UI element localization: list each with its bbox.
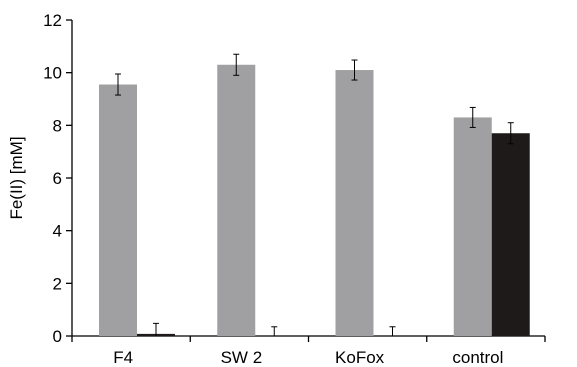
- y-tick-label: 0: [53, 327, 62, 346]
- bar: [453, 117, 492, 336]
- y-tick-label: 6: [53, 169, 62, 188]
- y-tick-label: 8: [53, 116, 62, 135]
- x-tick-label: F4: [113, 348, 133, 367]
- x-tick-label: SW 2: [221, 348, 263, 367]
- y-axis: 0 2 4 6 8 10 12: [43, 11, 73, 346]
- bar: [491, 133, 530, 336]
- bar: [335, 70, 374, 337]
- y-axis-title: Fe(II) [mM]: [7, 136, 26, 219]
- bar: [99, 84, 137, 337]
- y-tick-label: 12: [43, 11, 62, 30]
- y-tick-label: 2: [53, 274, 62, 293]
- y-tick-label: 10: [43, 64, 62, 83]
- x-tick-label: KoFox: [335, 348, 385, 367]
- bars: [99, 64, 530, 337]
- error-bars: [115, 53, 514, 336]
- x-tick-label: control: [452, 348, 503, 367]
- x-axis: F4 SW 2 KoFox control: [71, 335, 546, 367]
- y-tick-label: 4: [53, 222, 62, 241]
- bar: [217, 64, 256, 337]
